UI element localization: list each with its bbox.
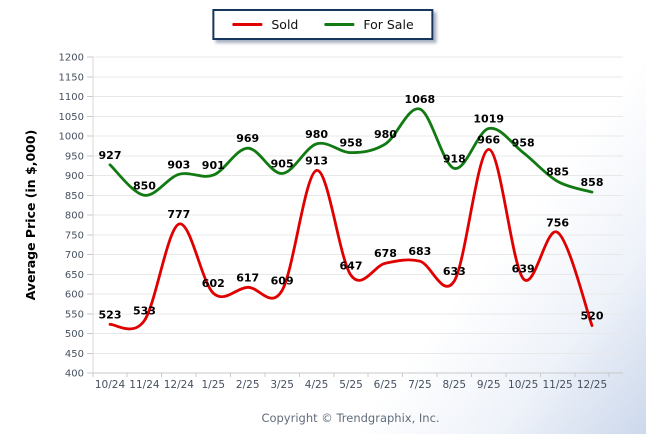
y-tick-label: 800 [65, 211, 84, 222]
data-label-sold: 966 [477, 133, 500, 146]
data-label-for-sale: 1068 [405, 93, 436, 106]
x-tick-label: 3/25 [270, 379, 294, 391]
x-tick-label: 10/24 [95, 379, 126, 391]
y-tick-label: 1050 [59, 112, 84, 123]
copyright-text: Copyright © Trendgraphix, Inc. [261, 411, 440, 425]
data-label-sold: 639 [512, 263, 535, 276]
data-label-for-sale: 901 [202, 159, 225, 172]
data-label-sold: 777 [167, 208, 190, 221]
legend-label-sold: Sold [271, 17, 299, 32]
x-tick-label: 10/25 [508, 379, 538, 391]
y-tick-label: 500 [65, 329, 84, 340]
x-tick-label: 11/24 [129, 379, 160, 391]
x-tick-label: 1/25 [201, 379, 225, 391]
y-tick-label: 650 [65, 270, 84, 281]
data-label-sold: 617 [236, 271, 259, 284]
legend-label-for-sale: For Sale [363, 17, 414, 32]
data-label-for-sale: 850 [133, 179, 156, 192]
x-tick-label: 9/25 [477, 379, 501, 391]
data-label-sold: 633 [443, 265, 466, 278]
data-label-for-sale: 958 [512, 137, 535, 150]
y-tick-label: 750 [65, 230, 84, 241]
y-tick-label: 550 [65, 309, 84, 320]
x-tick-label: 12/25 [577, 379, 607, 391]
y-tick-label: 400 [65, 369, 84, 380]
data-label-for-sale: 958 [340, 137, 363, 150]
data-label-sold: 609 [271, 274, 294, 287]
data-label-for-sale: 980 [374, 128, 397, 141]
chart-legend: Sold For Sale [212, 9, 434, 40]
legend-item-sold: Sold [232, 17, 298, 32]
sold-line-swatch [232, 23, 263, 26]
data-label-for-sale: 918 [443, 152, 466, 165]
data-label-sold: 533 [133, 304, 156, 317]
data-label-for-sale: 903 [167, 158, 190, 171]
x-tick-label: 8/25 [443, 379, 467, 391]
for-sale-line-swatch [324, 23, 355, 26]
data-label-for-sale: 969 [236, 132, 259, 145]
y-tick-label: 950 [65, 151, 84, 162]
data-label-sold: 678 [374, 247, 397, 260]
y-axis-title: Average Price (in $,000) [23, 129, 38, 301]
x-tick-label: 5/25 [339, 379, 363, 391]
legend-item-for-sale: For Sale [324, 17, 414, 32]
x-tick-label: 2/25 [236, 379, 260, 391]
y-tick-label: 1200 [59, 53, 84, 64]
data-label-for-sale: 1019 [473, 112, 504, 125]
y-tick-label: 850 [65, 191, 84, 202]
data-label-sold: 913 [305, 154, 328, 167]
y-tick-label: 700 [65, 250, 84, 261]
data-label-for-sale: 858 [581, 176, 604, 189]
y-tick-label: 900 [65, 171, 84, 182]
series-line-sold [108, 147, 594, 331]
series-line-for-sale [108, 107, 594, 197]
x-tick-label: 11/25 [542, 379, 572, 391]
data-label-for-sale: 885 [546, 165, 569, 178]
y-tick-label: 1000 [59, 132, 84, 143]
y-tick-label: 450 [65, 349, 84, 360]
y-tick-label: 1150 [59, 72, 84, 83]
data-label-sold: 523 [99, 308, 122, 321]
data-label-sold: 520 [581, 310, 604, 323]
y-tick-label: 1100 [59, 92, 84, 103]
data-label-sold: 647 [340, 259, 363, 272]
data-label-for-sale: 980 [305, 128, 328, 141]
x-tick-label: 4/25 [305, 379, 329, 391]
data-label-for-sale: 927 [99, 149, 122, 162]
data-label-sold: 683 [408, 245, 431, 258]
x-tick-label: 7/25 [408, 379, 432, 391]
x-tick-label: 6/25 [374, 379, 398, 391]
data-label-sold: 602 [202, 277, 225, 290]
y-tick-label: 600 [65, 290, 84, 301]
data-label-sold: 756 [546, 216, 569, 229]
data-label-for-sale: 905 [271, 158, 294, 171]
x-tick-label: 12/24 [164, 379, 195, 391]
